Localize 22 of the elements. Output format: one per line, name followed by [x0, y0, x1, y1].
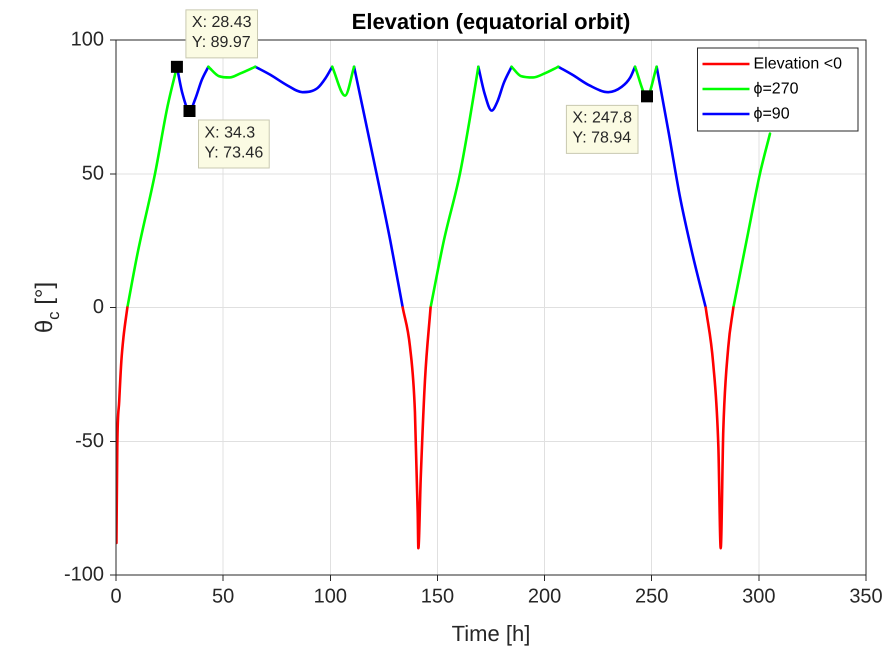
x-tick-label: 300 — [742, 586, 776, 608]
annotation: X: 28.43 Y: 89.97 — [192, 14, 252, 52]
y-tick-label: -100 — [64, 564, 104, 586]
y-tick-label: 50 — [82, 162, 104, 184]
y-tick-label: -50 — [75, 430, 104, 452]
legend-label: Elevation <0 — [753, 55, 842, 72]
annotation: X: 34.3 Y: 73.46 — [204, 124, 264, 162]
annotation: X: 247.8 Y: 78.94 — [572, 110, 632, 147]
x-tick-label: 200 — [528, 586, 562, 608]
x-tick-label: 350 — [849, 586, 883, 608]
y-tick-label: 100 — [70, 28, 104, 51]
legend-label: ϕ=270 — [753, 80, 799, 98]
chart-title: Elevation (equatorial orbit) — [352, 9, 630, 34]
x-tick-label: 100 — [314, 586, 347, 608]
x-axis-title: Time [h] — [452, 621, 530, 646]
legend-label: ϕ=90 — [753, 105, 790, 122]
x-tick-label: 150 — [420, 586, 454, 608]
x-tick-label: 250 — [635, 586, 668, 608]
x-tick-label: 0 — [110, 586, 122, 608]
y-tick-label: 0 — [92, 296, 104, 318]
x-tick-label: 50 — [212, 586, 234, 608]
y-axis-title: θc [°] — [31, 282, 64, 334]
